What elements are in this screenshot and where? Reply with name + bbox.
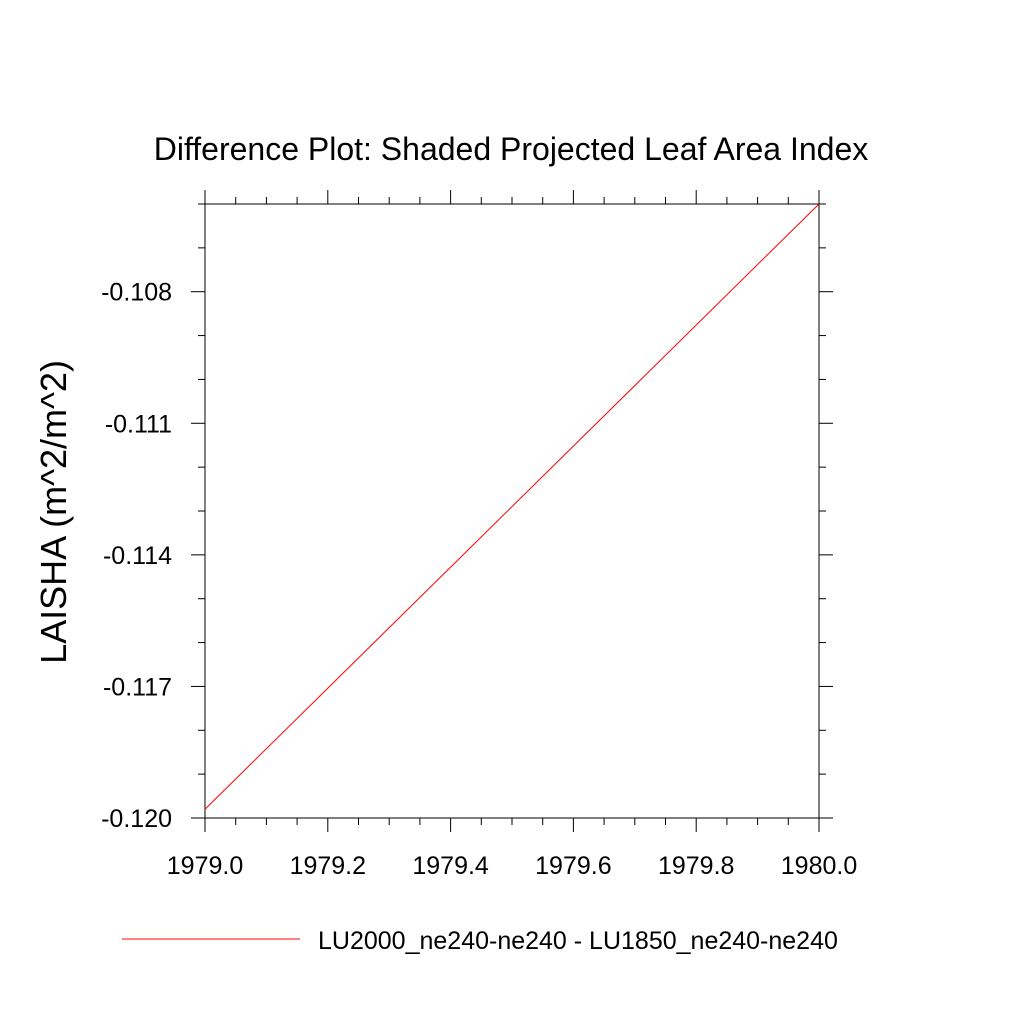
y-tick-label: -0.117 xyxy=(103,673,172,701)
y-tick-label: -0.108 xyxy=(101,279,172,307)
x-tick-label: 1979.4 xyxy=(412,852,489,880)
x-ticks xyxy=(204,190,820,832)
series-lines xyxy=(204,203,820,810)
x-tick-label: 1979.0 xyxy=(167,852,243,880)
x-tick-labels: 1979.0 1979.2 1979.4 1979.6 1979.8 1980.0 xyxy=(167,852,857,880)
x-tick-label: 1979.6 xyxy=(535,852,611,880)
x-tick-label: 1979.8 xyxy=(658,852,734,880)
y-axis-label: LAISHA (m^2/m^2) xyxy=(33,360,74,664)
y-ticks xyxy=(191,291,833,819)
plot-frame xyxy=(204,203,820,819)
y-tick-labels: -0.108 -0.111 -0.114 -0.117 -0.120 xyxy=(101,279,172,833)
x-tick-label: 1979.2 xyxy=(290,852,366,880)
legend-label: LU2000_ne240-ne240 - LU1850_ne240-ne240 xyxy=(318,927,838,955)
chart-title: Difference Plot: Shaded Projected Leaf A… xyxy=(154,131,869,167)
series-line xyxy=(204,203,820,810)
x-tick-label: 1980.0 xyxy=(781,852,857,880)
x-minor-ticks xyxy=(235,197,789,825)
y-minor-ticks xyxy=(198,203,826,775)
y-tick-label: -0.111 xyxy=(105,410,172,438)
y-tick-label: -0.114 xyxy=(103,542,172,570)
y-tick-label: -0.120 xyxy=(101,805,172,833)
